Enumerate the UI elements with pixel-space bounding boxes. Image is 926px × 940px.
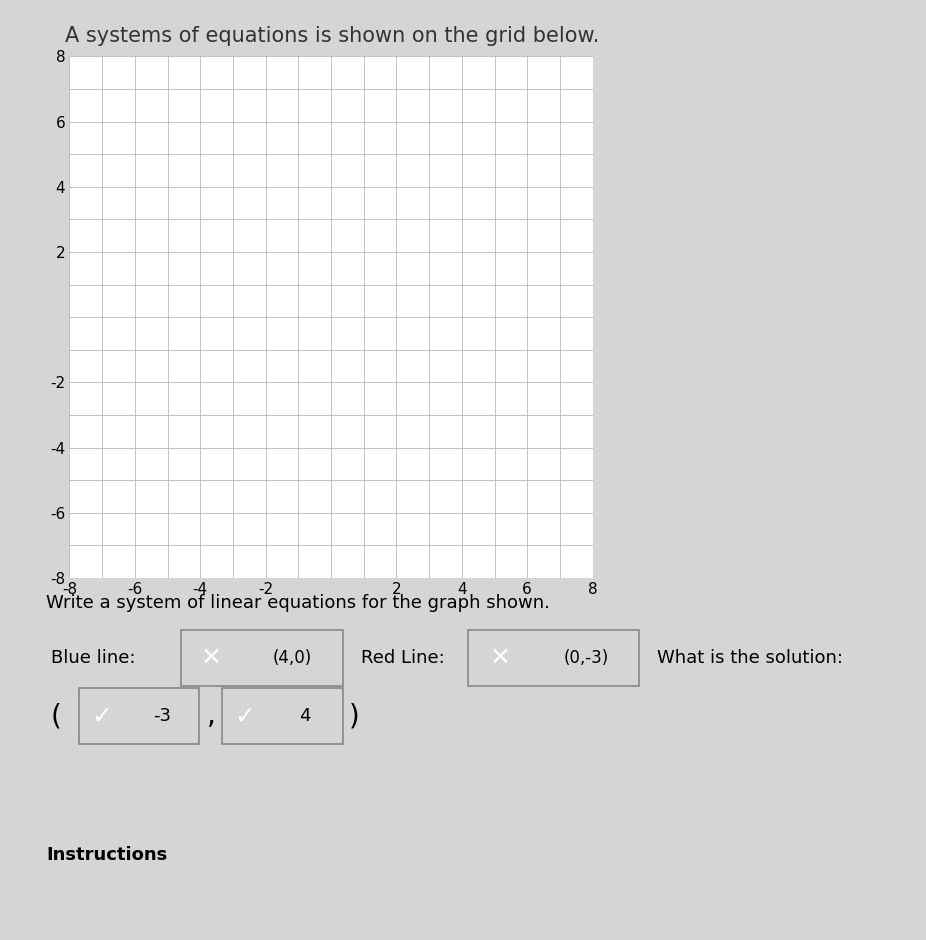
Text: Instructions: Instructions [46,846,168,864]
Text: ✕: ✕ [201,646,222,670]
Text: ✓: ✓ [234,704,256,728]
Text: ✓: ✓ [91,704,112,728]
Text: ): ) [349,702,360,730]
Text: ✕: ✕ [490,646,510,670]
Text: -3: -3 [153,707,170,726]
Text: 4: 4 [299,707,311,726]
Text: (0,-3): (0,-3) [563,649,608,667]
Text: (: ( [51,702,62,730]
Text: Blue line:: Blue line: [51,649,135,667]
Text: Red Line:: Red Line: [361,649,444,667]
Text: (4,0): (4,0) [273,649,312,667]
Text: A systems of equations is shown on the grid below.: A systems of equations is shown on the g… [65,26,599,46]
Text: Write a system of linear equations for the graph shown.: Write a system of linear equations for t… [46,594,550,612]
Text: What is the solution:: What is the solution: [657,649,844,667]
Text: ,: , [206,702,216,730]
